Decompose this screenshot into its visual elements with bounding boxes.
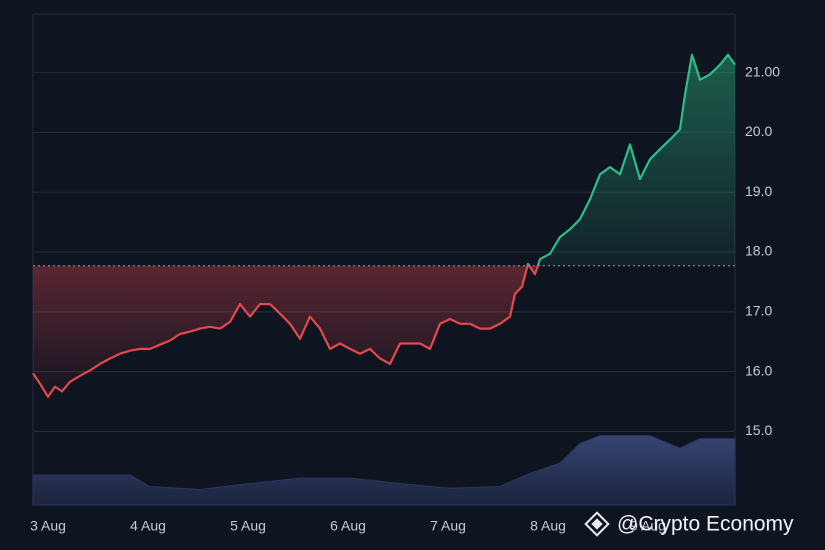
x-tick-label: 6 Aug [330,518,366,534]
price-area [33,54,735,397]
y-tick-label: 21.00 [745,63,780,79]
y-tick-label: 18.0 [745,243,772,259]
x-tick-label: 9 Aug [630,518,666,534]
y-tick-label: 17.0 [745,303,772,319]
y-tick-label: 19.0 [745,183,772,199]
watermark: @Crypto Economy [584,511,794,537]
y-tick-label: 16.0 [745,362,772,378]
watermark-text: @Crypto Economy [617,513,794,536]
x-tick-label: 5 Aug [230,518,266,534]
x-tick-label: 4 Aug [130,518,166,534]
volume-area [32,435,736,506]
x-tick-label: 7 Aug [430,518,466,534]
y-tick-label: 20.0 [745,123,772,139]
x-tick-label: 8 Aug [530,518,566,534]
x-tick-label: 3 Aug [30,518,66,534]
y-tick-label: 15.0 [745,422,772,438]
price-line [32,53,736,398]
